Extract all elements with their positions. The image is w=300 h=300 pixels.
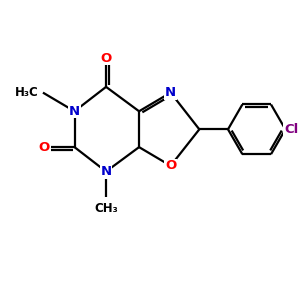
Text: N: N (165, 86, 176, 99)
Text: H₃C: H₃C (15, 86, 39, 99)
Text: N: N (69, 105, 80, 118)
Text: N: N (100, 165, 112, 178)
Text: O: O (39, 141, 50, 154)
Text: O: O (100, 52, 112, 65)
Text: Cl: Cl (284, 123, 298, 136)
Text: CH₃: CH₃ (94, 202, 118, 214)
Text: O: O (165, 159, 176, 172)
